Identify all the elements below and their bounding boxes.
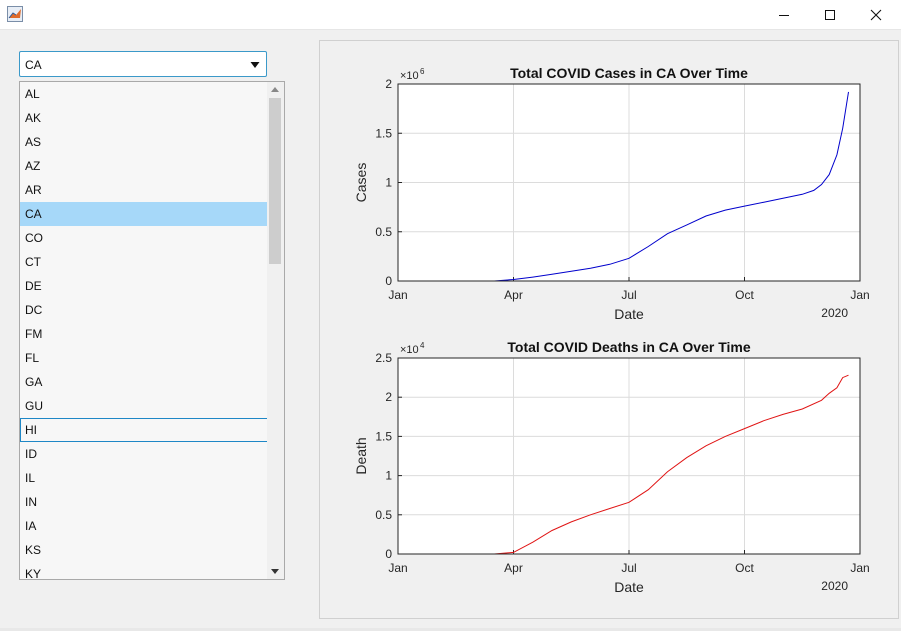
- chart1-x-axis-label: Date: [614, 306, 644, 322]
- chart2-x-axis-label: Date: [614, 579, 644, 595]
- chart2-title: Total COVID Deaths in CA Over Time: [507, 339, 750, 355]
- chart2-x-secondary-label: 2020: [821, 579, 848, 593]
- dropdown-option-fl[interactable]: FL: [25, 351, 40, 365]
- dropdown-option-ak[interactable]: AK: [25, 111, 42, 125]
- chart1-y-tick-label: 2: [385, 77, 392, 91]
- scroll-up-icon[interactable]: [271, 87, 279, 92]
- chart2-x-tick-label: Jan: [850, 561, 869, 575]
- chart2-y-tick-label: 1.5: [375, 429, 392, 443]
- chart1-y-tick-label: 1: [385, 176, 392, 190]
- chart2-y-tick-label: 1: [385, 469, 392, 483]
- close-icon: [870, 9, 882, 20]
- plot-panel: Jan Apr Jul Oct Jan 0 0.5 1 1.5 2 Total COVID Case…: [319, 40, 899, 619]
- dropdown-option-dc[interactable]: DC: [25, 303, 43, 317]
- chart2-x-tick-label: Oct: [735, 561, 754, 575]
- dropdown-option-ks[interactable]: KS: [25, 543, 42, 557]
- scroll-thumb[interactable]: [269, 98, 281, 264]
- dropdown-options: AL AK AS AZ AR CA CO CT DE DC FM FL GA GU HI ID IL IN IA KS…: [20, 82, 268, 580]
- dropdown-option-gu[interactable]: GU: [25, 399, 43, 413]
- chart2-series-line: [430, 374, 849, 555]
- dropdown-option-co[interactable]: CO: [25, 231, 43, 245]
- chart1-y-tick-label: 0.5: [375, 225, 392, 239]
- dropdown-option-hi[interactable]: HI: [20, 418, 268, 442]
- chart2-y-tick-label: 0.5: [375, 508, 392, 522]
- dropdown-option-ga[interactable]: GA: [25, 375, 43, 389]
- chart1-x-tick-label: Apr: [504, 288, 523, 302]
- dropdown-option-al[interactable]: AL: [25, 87, 40, 101]
- window-bottom-edge: [0, 628, 901, 631]
- dropdown-option-ia[interactable]: IA: [25, 519, 37, 533]
- chart1-y-tick-label: 0: [385, 274, 392, 288]
- close-button[interactable]: [853, 0, 899, 29]
- chart1-x-tick-label: Jul: [621, 288, 636, 302]
- dropdown-list[interactable]: AL AK AS AZ AR CA CO CT DE DC FM FL GA GU HI ID IL IN IA KS…: [19, 81, 285, 580]
- matlab-icon: [7, 6, 23, 22]
- chart2-y-tick-label: 2.5: [375, 351, 392, 365]
- dropdown-option-in[interactable]: IN: [25, 495, 37, 509]
- dropdown-option-ky[interactable]: KY: [25, 567, 42, 580]
- chart1-x-tick-label: Oct: [735, 288, 754, 302]
- scroll-down-icon[interactable]: [271, 569, 279, 574]
- maximize-button[interactable]: [807, 0, 853, 29]
- chart1-x-tick-label: Jan: [850, 288, 869, 302]
- chart1-title: Total COVID Cases in CA Over Time: [510, 65, 748, 81]
- dropdown-option-as[interactable]: AS: [25, 135, 42, 149]
- dropdown-scrollbar[interactable]: [267, 82, 284, 579]
- dropdown-option-az[interactable]: AZ: [25, 159, 41, 173]
- window-titlebar: [0, 0, 901, 30]
- chart1-y-exponent: ×10: [400, 70, 419, 82]
- chart1-axes-box: [397, 83, 861, 282]
- chart1-x-tick-label: Jan: [388, 288, 407, 302]
- maximize-icon: [825, 9, 835, 20]
- chart2-y-exponent-power: 4: [420, 341, 425, 350]
- minimize-button[interactable]: [761, 0, 807, 29]
- state-dropdown[interactable]: CA: [19, 51, 267, 77]
- dropdown-option-de[interactable]: DE: [25, 279, 42, 293]
- chart1-y-exponent-power: 6: [420, 67, 425, 76]
- chart2-y-tick-label: 2: [385, 390, 392, 404]
- dropdown-arrow-icon: [250, 62, 260, 68]
- dropdown-option-il[interactable]: IL: [25, 471, 36, 485]
- dropdown-option-ar[interactable]: AR: [25, 183, 42, 197]
- dropdown-option-ct[interactable]: CT: [25, 255, 41, 269]
- chart2-x-tick-label: Jan: [388, 561, 407, 575]
- chart2-y-tick-label: 0: [385, 547, 392, 561]
- chart1-x-secondary-label: 2020: [821, 306, 848, 320]
- dropdown-option-fm[interactable]: FM: [25, 327, 43, 341]
- chart2-y-axis-label: Death: [353, 437, 369, 474]
- chart2-y-exponent: ×10: [400, 344, 419, 356]
- dropdown-value: CA: [25, 58, 42, 72]
- chart1-y-tick-label: 1.5: [375, 126, 392, 140]
- dropdown-option-ca[interactable]: CA: [20, 202, 268, 226]
- chart1-series-line: [430, 91, 849, 282]
- chart2-x-tick-label: Apr: [504, 561, 523, 575]
- chart1-y-axis-label: Cases: [353, 163, 369, 203]
- dropdown-option-id[interactable]: ID: [25, 447, 37, 461]
- chart2-axes-box: [397, 357, 861, 555]
- minimize-icon: [779, 14, 789, 16]
- chart2-x-tick-label: Jul: [621, 561, 636, 575]
